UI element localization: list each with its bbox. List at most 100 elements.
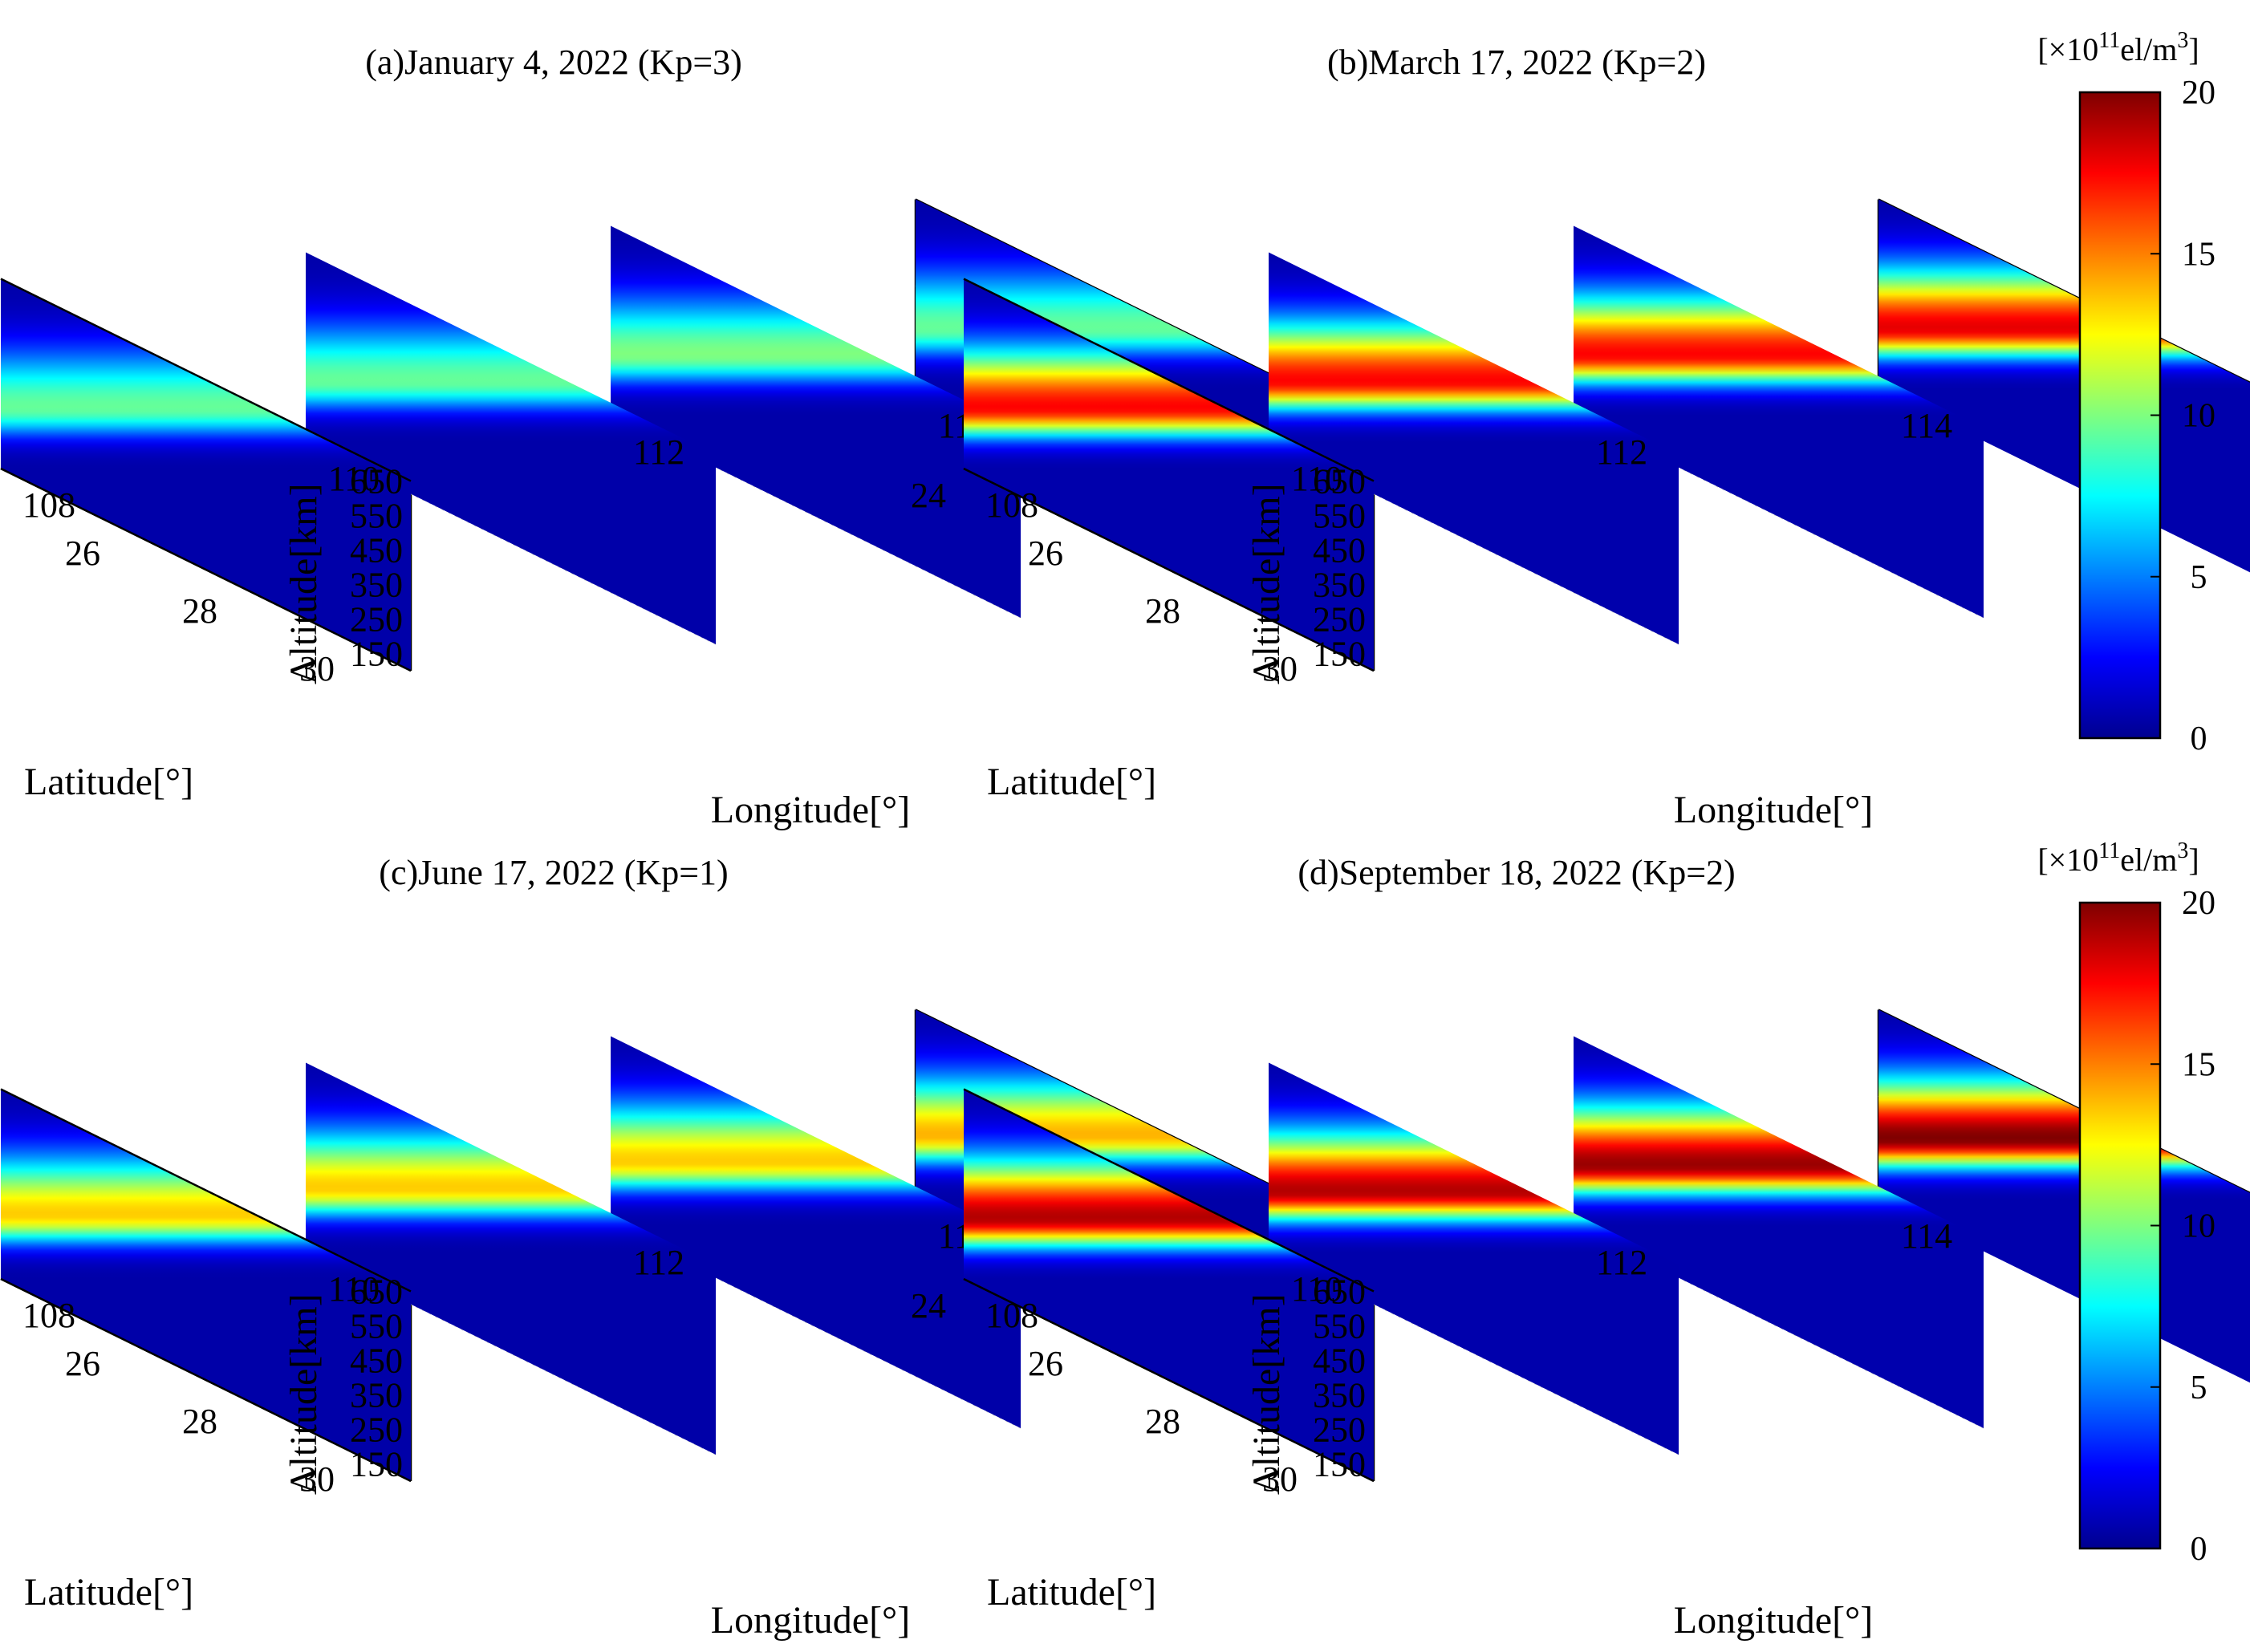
slice-lon-108 [1,1089,411,1481]
colorbar-tick-label: 15 [2182,1046,2215,1083]
panel-d: (d)September 18, 2022 (Kp=2)150250350450… [911,853,2250,1642]
z-tick-label: 450 [350,531,403,570]
x-tick-label: 108 [22,485,75,525]
colorbar-tick-label: 10 [2182,1208,2215,1245]
x-tick-label: 110 [328,1269,380,1309]
x-axis-label: Longitude[°] [711,1599,910,1642]
y-tick-label: 28 [182,1402,217,1441]
slice-lon-112 [1574,1036,1984,1428]
z-tick-label: 150 [1313,1445,1366,1484]
y-tick-label: 24 [911,476,946,515]
z-tick-label: 450 [1313,1341,1366,1381]
z-tick-label: 450 [350,1341,403,1381]
z-tick-label: 350 [350,566,403,605]
panel-title: (a)January 4, 2022 (Kp=3) [365,43,742,82]
colorbars: 0 5 10 15 20 [×1011el/m3] 0 5 10 15 20 [×1011el/m3] [2037,28,2215,1568]
z-tick-label: 650 [350,462,403,501]
axes-front [0,1088,412,1483]
z-tick-label: 150 [350,1445,403,1484]
density-slice [611,225,1021,618]
axis-edge [963,1088,1375,1293]
density-slice [611,1036,1021,1428]
y-tick-label: 26 [65,534,100,573]
z-tick-label: 450 [1313,531,1366,570]
y-tick-label: 30 [299,1459,335,1499]
slice-lon-110 [1269,1062,1679,1455]
x-tick-label: 108 [985,1296,1038,1335]
density-slice [306,1062,716,1455]
axis-edge [963,1277,1375,1483]
x-tick-label: 112 [1596,1243,1647,1282]
z-tick-label: 250 [350,1410,403,1450]
x-tick-label: 108 [22,1296,75,1335]
axis-edge [0,1088,412,1293]
x-tick-label: 112 [633,1243,684,1282]
y-axis-label: Latitude[°] [987,761,1156,803]
density-slice [1574,225,1984,618]
x-tick-label: 112 [633,432,684,472]
axis-edge [0,1277,412,1483]
y-tick-label: 30 [299,649,335,688]
axes-front [963,278,1375,672]
x-tick-label: 110 [328,459,380,498]
z-tick-label: 550 [350,1307,403,1346]
axes-front [0,278,412,672]
colorbar-tick-label: 0 [2191,720,2207,757]
z-tick-label: 650 [1313,1272,1366,1312]
x-tick-label: 112 [1596,432,1647,472]
colorbar-gradient [2078,91,2162,740]
slice-lon-112 [611,225,1021,618]
z-tick-label: 550 [1313,497,1366,536]
x-tick-label: 110 [1291,459,1342,498]
y-tick-label: 26 [1028,534,1063,573]
y-tick-label: 28 [182,591,217,631]
y-tick-label: 26 [65,1344,100,1383]
y-tick-label: 30 [1262,649,1298,688]
y-tick-label: 28 [1145,1402,1180,1441]
z-axis-label: Altitude[km] [282,483,325,684]
slice-lon-108 [964,278,1374,671]
axis-edge [0,467,412,672]
slice-lon-110 [306,1062,716,1455]
panel-c: (c)June 17, 2022 (Kp=1) 15025035045055065… [0,853,1326,1642]
z-tick-label: 350 [1313,1376,1366,1415]
colorbar-tick-label: 15 [2182,236,2215,273]
x-axis-label: Longitude[°] [1674,1599,1873,1642]
z-tick-label: 650 [1313,462,1366,501]
y-tick-label: 24 [911,1286,946,1325]
panel-title: (c)June 17, 2022 (Kp=1) [379,853,728,892]
density-slice [1574,1036,1984,1428]
colorbar-gradient [2078,901,2162,1550]
x-tick-label: 108 [985,485,1038,525]
x-tick-label: 110 [1291,1269,1342,1309]
z-tick-label: 250 [350,600,403,639]
z-tick-label: 350 [350,1376,403,1415]
axes-front [963,1088,1375,1483]
colorbar-tick-label: 5 [2191,1370,2207,1406]
colorbar: 0 5 10 15 20 [×1011el/m3] [2037,28,2215,757]
x-axis-label: Longitude[°] [711,789,910,831]
z-tick-label: 650 [350,1272,403,1312]
z-tick-label: 150 [350,635,403,674]
x-tick-label: 114 [1901,1216,1952,1256]
colorbar-tick-label: 20 [2182,75,2215,112]
slice-lon-110 [1269,252,1679,644]
panels: (a)January 4, 2022 (Kp=3)150250350450550… [0,43,2250,1642]
colorbar-tick-label: 5 [2191,559,2207,596]
z-tick-label: 550 [350,497,403,536]
axis-edge [963,467,1375,672]
colorbar-unit-label: [×1011el/m3] [2037,838,2199,878]
density-slice [964,1089,1374,1481]
z-tick-label: 250 [1313,600,1366,639]
z-axis-label: Altitude[km] [1245,483,1288,684]
x-tick-label: 114 [1901,406,1952,445]
z-tick-label: 250 [1313,1410,1366,1450]
colorbar: 0 5 10 15 20 [×1011el/m3] [2037,838,2215,1568]
y-axis-label: Latitude[°] [24,761,193,803]
y-tick-label: 28 [1145,591,1180,631]
slice-lon-108 [964,1089,1374,1481]
colorbar-tick-label: 10 [2182,398,2215,435]
axis-edge [963,278,1375,482]
z-tick-label: 550 [1313,1307,1366,1346]
